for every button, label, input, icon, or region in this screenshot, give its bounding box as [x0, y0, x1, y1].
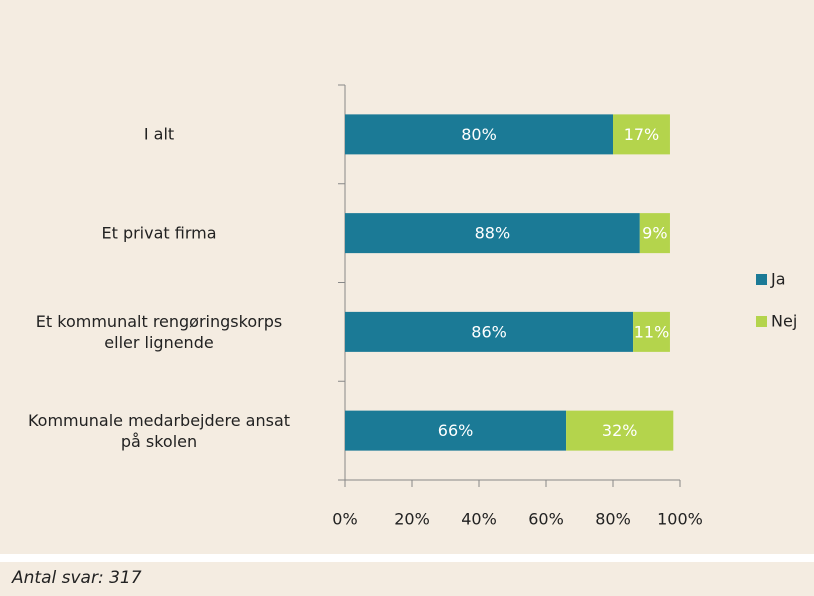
- legend-label: Nej: [771, 312, 797, 331]
- bar-segment: [639, 213, 670, 254]
- x-tick-label: 0%: [332, 510, 357, 529]
- footnote: Antal svar: 317: [12, 568, 142, 588]
- data-label: 80%: [461, 125, 497, 144]
- x-tick-label: 20%: [394, 510, 430, 529]
- bar-segment: [345, 114, 613, 155]
- data-label: 88%: [475, 224, 511, 243]
- bar-segment: [345, 311, 634, 352]
- chart-background: [0, 0, 814, 554]
- category-label: Et privat firma: [101, 223, 217, 243]
- legend-swatch: [756, 274, 767, 285]
- data-label: 32%: [602, 421, 638, 440]
- legend-swatch: [756, 316, 767, 327]
- chart: 0% 20% 40% 60% 80% 100% 80% 17% 88% 9% 86% 11% 66% 32…: [332, 84, 797, 529]
- bar-segment: [613, 114, 670, 155]
- data-label: 86%: [471, 322, 507, 341]
- data-label: 9%: [642, 224, 667, 243]
- category-label: Kommunale medarbejdere ansat på skolen: [27, 410, 291, 451]
- x-tick-label: 40%: [461, 510, 497, 529]
- bar-segment: [566, 410, 674, 451]
- category-label: I alt: [143, 124, 175, 144]
- bar-segment: [345, 213, 640, 254]
- x-tick-label: 100%: [657, 510, 703, 529]
- footer: Antal svar: 317: [0, 562, 814, 596]
- x-tick-label: 80%: [595, 510, 631, 529]
- bar-segment: [633, 311, 670, 352]
- data-label: 66%: [438, 421, 474, 440]
- data-label: 17%: [624, 125, 660, 144]
- x-tick-label: 60%: [528, 510, 564, 529]
- data-label: 11%: [634, 322, 670, 341]
- legend-label: Ja: [770, 270, 786, 289]
- bar-segment: [345, 410, 567, 451]
- category-label: Et kommunalt rengøringskorps eller ligne…: [35, 311, 283, 352]
